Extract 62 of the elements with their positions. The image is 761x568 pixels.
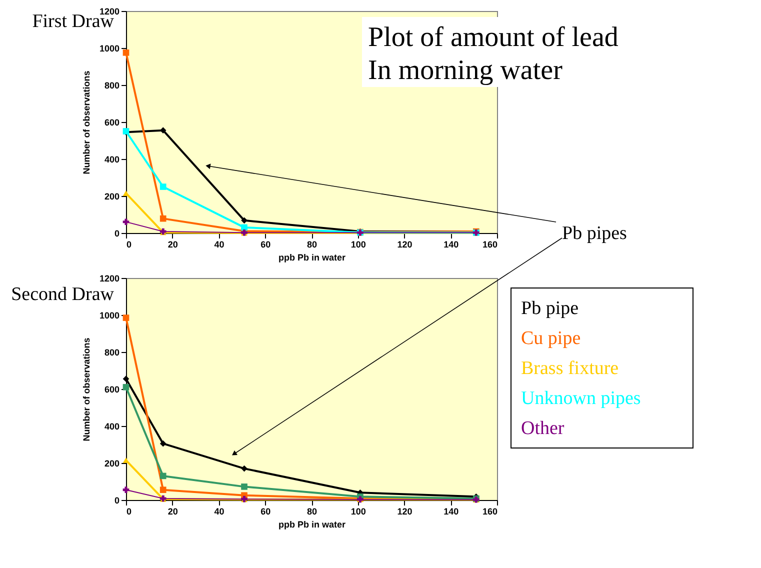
x-tick-label: 140 [444,506,459,516]
point [241,465,248,472]
point [241,224,248,231]
x-tick-label: 120 [397,506,412,516]
y-tick-label: 1200 [99,274,120,284]
x-axis-title: ppb Pb in water [278,252,346,262]
y-tick-label: 400 [104,154,120,164]
x-tick-label: 20 [168,506,178,516]
text: Brass fixture [521,358,619,379]
point [122,457,130,463]
point [122,314,130,321]
x-tick-label: 100 [350,506,366,516]
y-tick-label: 800 [104,348,120,358]
y-tick-label: 0 [114,228,120,238]
text: Plot of amount of lead In morning water [368,22,618,86]
y-tick-label: 1000 [99,310,120,320]
x-tick-label: 0 [126,240,132,250]
x-tick-label: 40 [214,240,224,250]
y-tick-label: 200 [104,192,120,202]
y-tick-label: 400 [104,422,120,432]
x-tick-label: 100 [350,240,366,250]
x-tick-label: 120 [397,240,412,250]
y-tick-label: 600 [104,118,120,128]
y-tick-label: 200 [104,458,120,468]
point [122,218,130,226]
point [160,486,166,493]
x-tick-label: 160 [482,240,498,250]
x-tick-label: 140 [444,240,459,250]
chart-subtitle: Second Draw [11,284,114,305]
text: Other [521,418,565,439]
point [122,384,130,390]
text: Cu pipe [521,328,581,349]
y-tick-label: 800 [104,80,120,90]
point [122,486,130,493]
x-axis-title: ppb Pb in water [278,520,346,530]
point [160,440,166,447]
point [241,484,248,490]
point [122,190,130,196]
point [160,215,166,222]
y-tick-label: 600 [104,384,120,394]
text: Pb pipe [521,298,579,319]
x-tick-label: 80 [306,240,318,250]
y-tick-label: 0 [114,496,120,506]
x-tick-label: 0 [126,506,132,516]
x-tick-label: 160 [482,506,498,516]
y-tick-label: 1200 [99,6,120,16]
y-axis-title: Number of observations [81,338,92,442]
point [122,376,130,382]
y-tick-label: 1000 [99,44,120,54]
x-tick-label: 60 [260,506,271,516]
point [160,472,166,480]
point [160,127,166,134]
x-tick-label: 20 [168,240,178,250]
x-tick-label: 40 [214,506,224,516]
x-tick-label: 80 [306,506,318,516]
y-axis-title: Number of observations [81,70,92,174]
x-tick-label: 60 [260,240,271,250]
point [241,217,248,224]
point [122,49,130,56]
text: Pb pipes [562,223,627,244]
text: Unknown pipes [521,388,641,409]
point [160,184,166,190]
